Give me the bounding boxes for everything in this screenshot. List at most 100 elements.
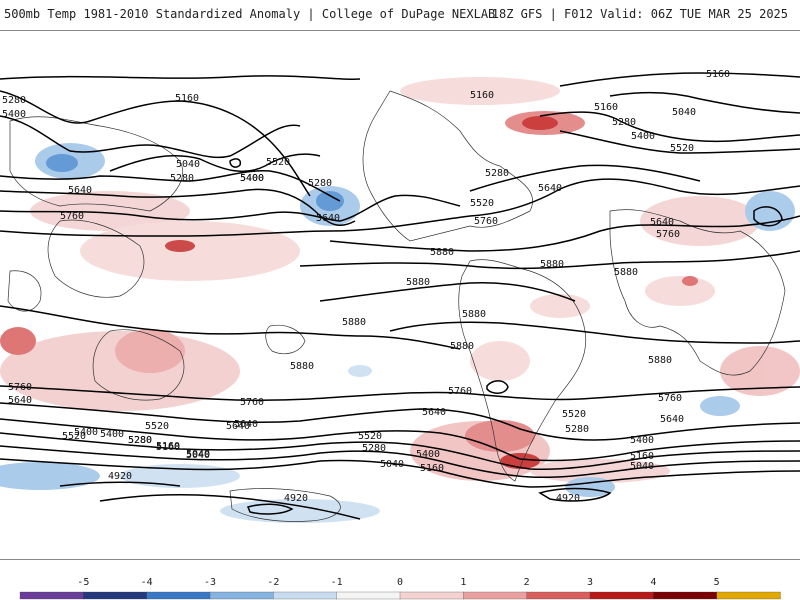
- contour-label: 5400: [630, 435, 654, 446]
- contour-label: 5880: [290, 361, 314, 372]
- contour-label: 5160: [156, 441, 180, 452]
- colorbar-swatch: [83, 591, 148, 600]
- contour-label: 5280: [485, 168, 509, 179]
- contour-label: 5880: [614, 267, 638, 278]
- contour-label: 5280: [170, 173, 194, 184]
- contour-label: 5520: [562, 409, 586, 420]
- colorbar-tick-label: -5: [77, 577, 89, 588]
- colorbar-swatch: [146, 591, 211, 600]
- contour-label: 5520: [145, 421, 169, 432]
- contour-label: 4920: [108, 471, 132, 482]
- colorbar-swatch: [526, 591, 591, 600]
- colorbar-tick-label: 2: [524, 577, 530, 588]
- contour-label: 5280: [612, 117, 636, 128]
- contour-label: 5640: [650, 217, 674, 228]
- contour-label: 5040: [176, 159, 200, 170]
- contour-label: 5040: [672, 107, 696, 118]
- contour-label: 5400: [100, 429, 124, 440]
- contour-label: 5280: [565, 424, 589, 435]
- contour-label: 5400: [74, 427, 98, 438]
- contour-label: 5520: [62, 431, 86, 442]
- contour-label: 5280: [362, 443, 386, 454]
- contour-label: 5040: [380, 459, 404, 470]
- contour-label: 5760: [656, 229, 680, 240]
- colorbar-swatch: [19, 591, 84, 600]
- contour-label: 5520: [266, 157, 290, 168]
- contour-label: 5760: [474, 216, 498, 227]
- contour-label: 4920: [556, 493, 580, 504]
- contour-label: 5280: [128, 435, 152, 446]
- contour-label: 5280: [308, 178, 332, 189]
- colorbar-swatch: [209, 591, 274, 600]
- contour-label: 5160: [706, 69, 730, 80]
- contour-label: 5040: [186, 449, 210, 460]
- contour-label: 5160: [156, 442, 180, 453]
- contour-label: 5640: [68, 185, 92, 196]
- contour-label: 5880: [462, 309, 486, 320]
- colorbar-swatch: [653, 591, 718, 600]
- model-run-info: 18Z GFS | F012 Valid: 06Z TUE MAR 25 202…: [491, 7, 788, 21]
- contour-label: 4920: [284, 493, 308, 504]
- contour-label: 5160: [420, 463, 444, 474]
- contour-label: 5760: [8, 382, 32, 393]
- colorbar-tick-label: 3: [587, 577, 593, 588]
- colorbar-tick-label: -1: [331, 577, 343, 588]
- contour-label: 5760: [60, 211, 84, 222]
- header: 500mb Temp 1981-2010 Standardized Anomal…: [0, 0, 800, 30]
- contour-label: 5280: [128, 435, 152, 446]
- contour-label: 5760: [658, 393, 682, 404]
- contour-label: 5400: [240, 173, 264, 184]
- colorbar-ticks: -5 -4 -3 -2 -1 0 1 2 3 4 5: [77, 577, 719, 588]
- colorbar-swatch: [716, 591, 781, 600]
- contour-label: 5880: [648, 355, 672, 366]
- contour-label: 5280: [2, 95, 26, 106]
- height-contours: [0, 72, 800, 520]
- contour-label: 5160: [175, 93, 199, 104]
- contour-label: 5880: [430, 247, 454, 258]
- contour-label: 5400: [631, 131, 655, 142]
- contour-label: 5640: [234, 419, 258, 430]
- contour-label: 5640: [538, 183, 562, 194]
- colorbar-tick-label: -4: [141, 577, 153, 588]
- contour-label: 5880: [406, 277, 430, 288]
- contour-label: 5520: [470, 198, 494, 209]
- colorbar-tick-label: -2: [267, 577, 279, 588]
- colorbar-tick-label: 1: [460, 577, 466, 588]
- contour-label: 5160: [630, 451, 654, 462]
- contour-label-group: 5280 5400 5160 5040 5280 5400 5520 5640 …: [2, 69, 730, 504]
- anomaly-shading: [0, 77, 800, 523]
- contour-label: 5400: [240, 173, 264, 184]
- contour-label: 5400: [2, 109, 26, 120]
- colorbar-tick-label: 4: [650, 577, 656, 588]
- colorbar-swatch: [273, 591, 338, 600]
- anomaly-map: 5280 5400 5160 5040 5280 5400 5520 5640 …: [0, 69, 800, 523]
- contour-label: 5040: [186, 450, 210, 461]
- contour-label: 5640: [316, 213, 340, 224]
- contour-label: 5040: [630, 461, 654, 472]
- contour-label: 5640: [660, 414, 684, 425]
- colorbar-swatch: [589, 591, 654, 600]
- contour-label: 5640: [226, 421, 250, 432]
- colorbar-swatch: [399, 591, 464, 600]
- coastlines: [7, 90, 786, 522]
- contour-label: 5760: [448, 386, 472, 397]
- contour-label: 5640: [422, 407, 446, 418]
- contour-label: 5880: [342, 317, 366, 328]
- map-panel: 5280 5400 5160 5040 5280 5400 5520 5640 …: [0, 30, 800, 560]
- contour-label: 5520: [358, 431, 382, 442]
- contour-label: 5400: [416, 449, 440, 460]
- contour-label: 5880: [450, 341, 474, 352]
- colorbar-tick-label: -3: [204, 577, 216, 588]
- colorbar-tick-label: 0: [397, 577, 403, 588]
- contour-label: 5760: [240, 397, 264, 408]
- contour-label: 5520: [670, 143, 694, 154]
- colorbar-swatch: [463, 591, 528, 600]
- colorbar-swatch: [336, 591, 401, 600]
- map-title: 500mb Temp 1981-2010 Standardized Anomal…: [4, 7, 496, 21]
- contour-label: 5640: [8, 395, 32, 406]
- contour-label: 5160: [594, 102, 618, 113]
- colorbar-svg: -5 -4 -3 -2 -1 0 1 2 3 4 5: [19, 577, 781, 600]
- colorbar-tick-label: 5: [714, 577, 720, 588]
- colorbar-swatches: [19, 591, 781, 600]
- colorbar: -5 -4 -3 -2 -1 0 1 2 3 4 5: [0, 570, 800, 600]
